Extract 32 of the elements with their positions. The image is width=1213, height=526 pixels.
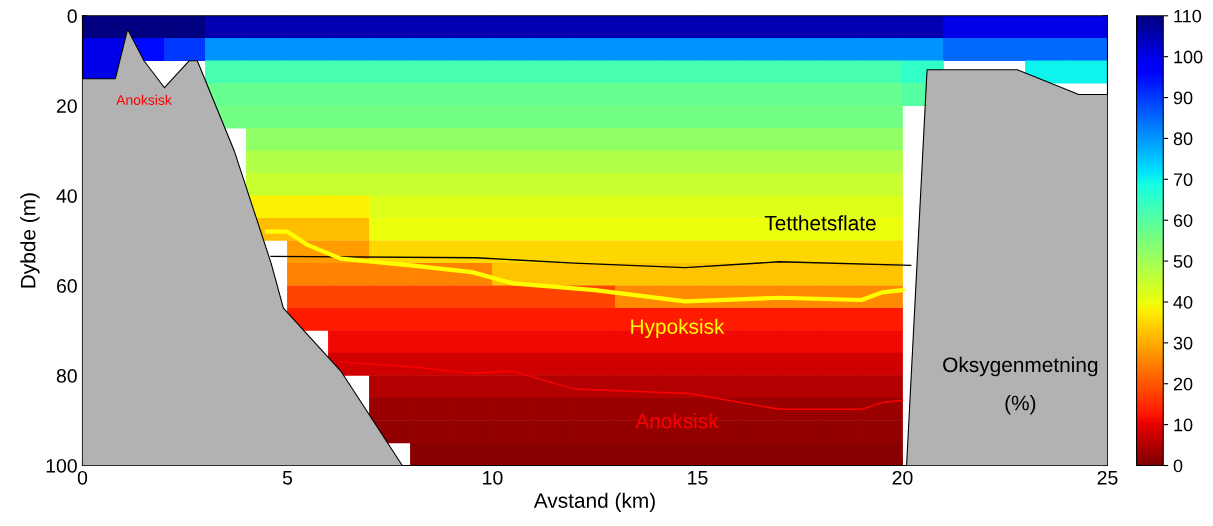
y-tick-label: 60 (56, 279, 77, 293)
x-tick-label: 15 (688, 471, 708, 485)
color-bar-label: 90 (1173, 91, 1193, 105)
color-bar-label: 70 (1173, 173, 1193, 187)
x-axis-title: Avstand (km) (533, 492, 655, 513)
color-bar-label: 60 (1173, 214, 1193, 227)
y-axis-title: Dybde (m) (20, 193, 40, 288)
color-bar-label: 0 (1173, 459, 1183, 473)
y-tick-label: 0 (67, 9, 77, 24)
color-bar-label: 20 (1173, 377, 1193, 391)
y-tick-label: 80 (56, 369, 77, 383)
color-bar-label: 80 (1173, 132, 1193, 146)
y-tick-label: 40 (56, 189, 77, 203)
color-bar-label: 100 (1174, 50, 1203, 64)
annotation: Anoksisk (635, 413, 719, 429)
annotation: Oksygenmetning (943, 356, 1098, 377)
x-tick-label: 0 (77, 470, 88, 485)
x-tick-label: 5 (282, 471, 293, 485)
x-tick-label: 10 (483, 470, 503, 485)
color-bar-label: 40 (1173, 295, 1193, 309)
color-bar-label: 50 (1173, 255, 1193, 268)
color-bar-label: 110 (1174, 9, 1202, 23)
color-bar-label: 30 (1173, 336, 1193, 350)
y-tick-label: 20 (56, 99, 77, 113)
color-bar-label: 10 (1174, 418, 1193, 432)
annotation: Tetthetsflate (764, 215, 876, 231)
y-tick-label: 100 (46, 458, 77, 473)
x-tick-label: 20 (892, 470, 913, 485)
annotation: Hypoksisk (631, 318, 725, 339)
annotation: Anoksisk (116, 94, 172, 105)
annotation: (%) (1005, 395, 1036, 415)
x-tick-label: 25 (1097, 470, 1118, 485)
